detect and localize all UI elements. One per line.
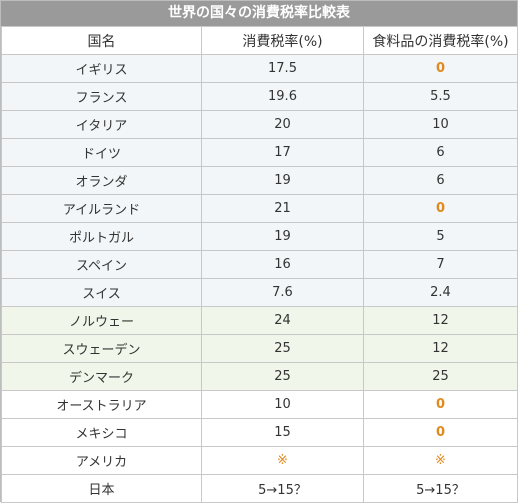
rate-cell: 15 bbox=[201, 418, 364, 447]
food-rate-cell: 5.5 bbox=[363, 82, 518, 111]
food-rate-cell: 7 bbox=[363, 250, 518, 279]
table-row: アメリカ ※ ※ bbox=[1, 446, 518, 475]
table-title: 世界の国々の消費税率比較表 bbox=[1, 1, 517, 26]
table-row: ノルウェー 24 12 bbox=[1, 306, 518, 335]
country-cell: ドイツ bbox=[1, 138, 202, 167]
table-row: 日本 5→15？ 5→15？ bbox=[1, 474, 518, 503]
country-cell: イギリス bbox=[1, 54, 202, 83]
rate-cell: 16 bbox=[201, 250, 364, 279]
rate-cell: 17.5 bbox=[201, 54, 364, 83]
header-row: 国名 消費税率(%) 食料品の消費税率(%) bbox=[1, 26, 518, 55]
country-cell: オランダ bbox=[1, 166, 202, 195]
table-row: スウェーデン 25 12 bbox=[1, 334, 518, 363]
rate-cell: ※ bbox=[201, 446, 364, 475]
header-rate: 消費税率(%) bbox=[201, 26, 364, 55]
food-rate-cell: 0 bbox=[363, 194, 518, 223]
country-cell: デンマーク bbox=[1, 362, 202, 391]
rate-cell: 19 bbox=[201, 222, 364, 251]
country-cell: ポルトガル bbox=[1, 222, 202, 251]
rate-cell: 7.6 bbox=[201, 278, 364, 307]
tax-rate-table: 国名 消費税率(%) 食料品の消費税率(%) イギリス 17.5 0 フランス 19.6… bbox=[1, 26, 518, 503]
rate-cell: 19 bbox=[201, 166, 364, 195]
food-rate-cell: 25 bbox=[363, 362, 518, 391]
food-rate-cell: 0 bbox=[363, 418, 518, 447]
table-row: スペイン 16 7 bbox=[1, 250, 518, 279]
table-row: ポルトガル 19 5 bbox=[1, 222, 518, 251]
country-cell: フランス bbox=[1, 82, 202, 111]
table-row: ドイツ 17 6 bbox=[1, 138, 518, 167]
food-rate-cell: 6 bbox=[363, 166, 518, 195]
table-row: イタリア 20 10 bbox=[1, 110, 518, 139]
food-rate-cell: 6 bbox=[363, 138, 518, 167]
country-cell: 日本 bbox=[1, 474, 202, 503]
table-row: オランダ 19 6 bbox=[1, 166, 518, 195]
food-rate-cell: 5 bbox=[363, 222, 518, 251]
country-cell: オーストラリア bbox=[1, 390, 202, 419]
table-row: スイス 7.6 2.4 bbox=[1, 278, 518, 307]
rate-cell: 25 bbox=[201, 362, 364, 391]
rate-cell: 24 bbox=[201, 306, 364, 335]
food-rate-cell: 2.4 bbox=[363, 278, 518, 307]
country-cell: スペイン bbox=[1, 250, 202, 279]
table-row: フランス 19.6 5.5 bbox=[1, 82, 518, 111]
rate-cell: 17 bbox=[201, 138, 364, 167]
food-rate-cell: 12 bbox=[363, 334, 518, 363]
rate-cell: 20 bbox=[201, 110, 364, 139]
country-cell: イタリア bbox=[1, 110, 202, 139]
country-cell: アメリカ bbox=[1, 446, 202, 475]
country-cell: ノルウェー bbox=[1, 306, 202, 335]
rate-cell: 10 bbox=[201, 390, 364, 419]
country-cell: メキシコ bbox=[1, 418, 202, 447]
rate-cell: 21 bbox=[201, 194, 364, 223]
table-row: メキシコ 15 0 bbox=[1, 418, 518, 447]
food-rate-cell: ※ bbox=[363, 446, 518, 475]
country-cell: アイルランド bbox=[1, 194, 202, 223]
country-cell: スイス bbox=[1, 278, 202, 307]
rate-cell: 19.6 bbox=[201, 82, 364, 111]
food-rate-cell: 12 bbox=[363, 306, 518, 335]
food-rate-cell: 10 bbox=[363, 110, 518, 139]
header-food-rate: 食料品の消費税率(%) bbox=[363, 26, 518, 55]
rate-cell: 25 bbox=[201, 334, 364, 363]
food-rate-cell: 0 bbox=[363, 54, 518, 83]
table-row: イギリス 17.5 0 bbox=[1, 54, 518, 83]
table-row: オーストラリア 10 0 bbox=[1, 390, 518, 419]
table-row: デンマーク 25 25 bbox=[1, 362, 518, 391]
country-cell: スウェーデン bbox=[1, 334, 202, 363]
table-row: アイルランド 21 0 bbox=[1, 194, 518, 223]
rate-cell: 5→15？ bbox=[201, 474, 364, 503]
food-rate-cell: 0 bbox=[363, 390, 518, 419]
header-country: 国名 bbox=[1, 26, 202, 55]
food-rate-cell: 5→15？ bbox=[363, 474, 518, 503]
